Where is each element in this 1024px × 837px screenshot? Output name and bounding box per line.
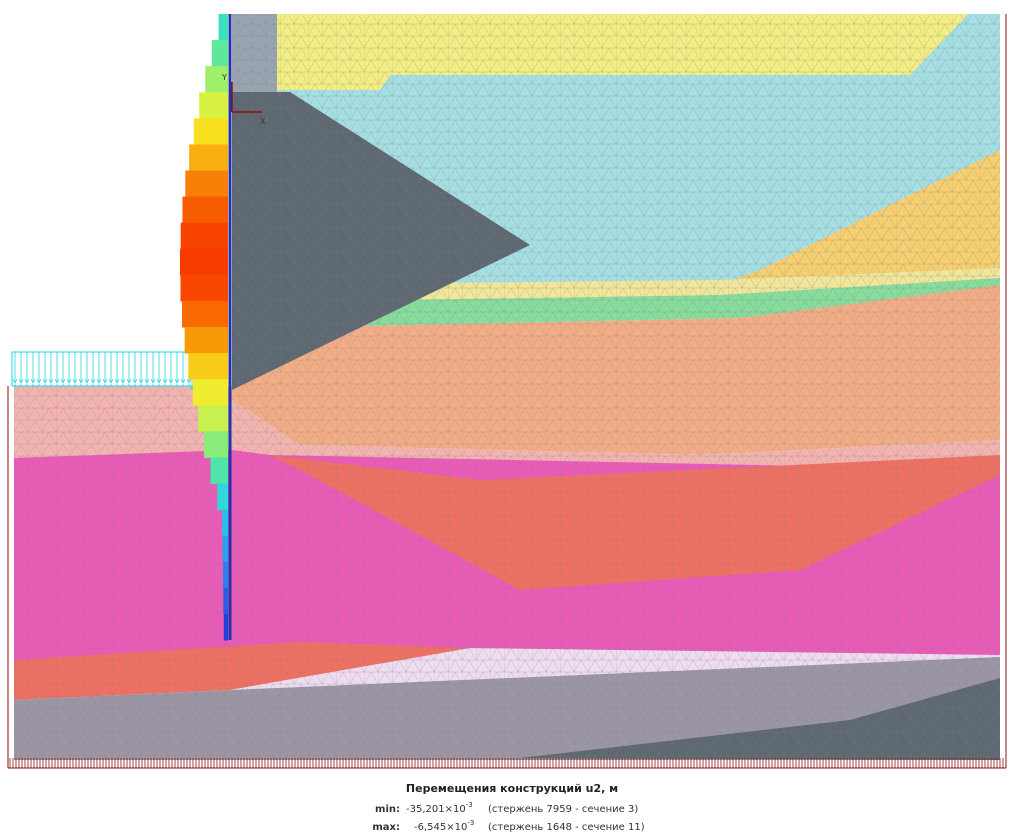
legend-row: min: -35,201×10-3 (стержень 7959 - сечен…	[375, 801, 638, 815]
diagram-band	[223, 587, 228, 615]
row-note: (стержень 1648 - сечение 11)	[488, 822, 645, 833]
soil-layers	[0, 14, 1000, 760]
diagram-band	[218, 14, 228, 41]
diagram-band	[198, 405, 228, 432]
diagram-band	[180, 248, 228, 276]
diagram-band	[211, 40, 228, 67]
diagram-band	[184, 327, 228, 354]
row-label: max:	[372, 822, 400, 833]
axis-y-label: Y	[221, 73, 227, 82]
diagram-band	[205, 66, 228, 93]
base-support	[8, 758, 1006, 768]
diagram-band	[217, 483, 228, 511]
legend-title: Перемещения конструкций u2, м	[406, 782, 618, 795]
diagram-band	[182, 196, 228, 224]
row-value: -35,201×10-3	[406, 801, 473, 815]
diagram-band	[210, 457, 228, 484]
surface-load	[11, 351, 196, 387]
diagram-band	[185, 170, 228, 198]
diagram-band	[188, 353, 228, 380]
diagram-band	[222, 561, 228, 589]
diagram-band	[223, 613, 228, 641]
exponent: -3	[466, 801, 473, 809]
value: -35,201×10	[406, 804, 466, 815]
diagram-band	[189, 144, 228, 171]
displacement-diagram	[180, 14, 228, 641]
row-value: -6,545×10-3	[414, 819, 474, 833]
legend-row: max: -6,545×10-3 (стержень 1648 - сечени…	[372, 819, 644, 833]
diagram-band	[204, 431, 228, 458]
axis-x-label: X	[260, 117, 266, 126]
value: -6,545×10	[414, 822, 467, 833]
blank	[0, 14, 14, 386]
row-note: (стержень 7959 - сечение 3)	[488, 804, 638, 815]
diagram-band	[180, 274, 228, 302]
diagram-band	[222, 509, 228, 537]
diagram-band	[222, 535, 228, 563]
diagram-band	[192, 379, 228, 406]
row-label: min:	[375, 804, 400, 815]
exponent: -3	[467, 819, 474, 827]
diagram-band	[182, 300, 228, 328]
diagram-band	[199, 92, 228, 119]
diagram-band	[193, 118, 228, 145]
diagram-band	[180, 222, 228, 250]
